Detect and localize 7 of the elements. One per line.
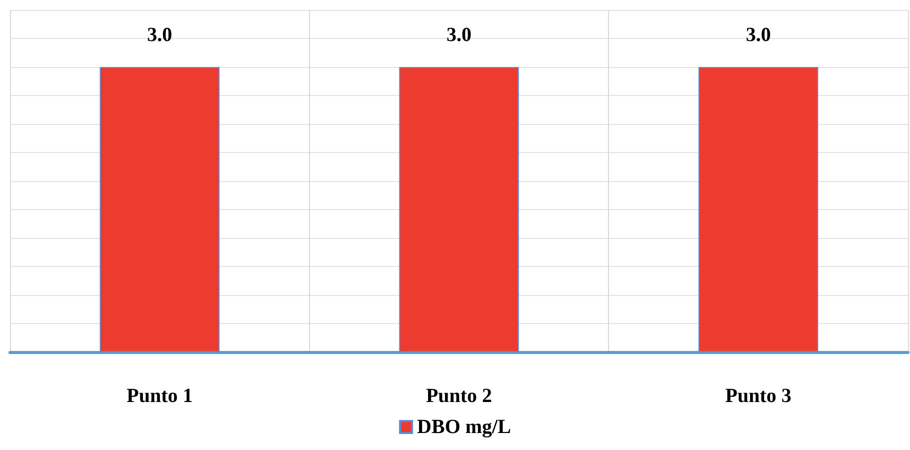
legend-label: DBO mg/L [417, 416, 511, 438]
x-tick-label: Punto 2 [426, 385, 492, 407]
data-label: 3.0 [746, 24, 771, 46]
x-tick-label: Punto 3 [725, 385, 792, 407]
data-label: 3.0 [147, 24, 172, 46]
x-tick-label: Punto 1 [126, 385, 193, 407]
data-label: 3.0 [446, 24, 472, 46]
